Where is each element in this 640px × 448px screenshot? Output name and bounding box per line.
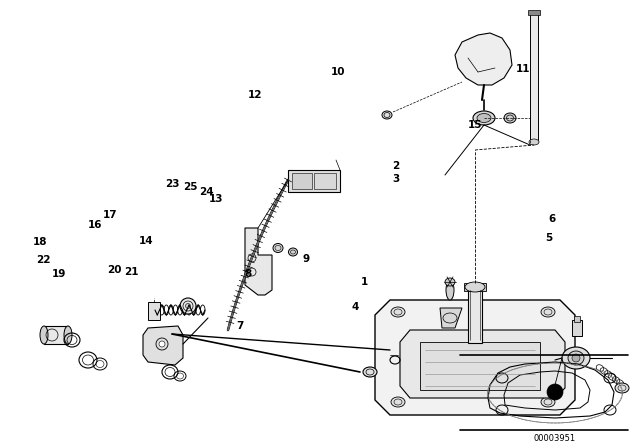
Text: 13: 13 [209,194,223,204]
Ellipse shape [615,383,629,393]
Ellipse shape [180,298,196,314]
Bar [572,320,582,336]
Ellipse shape [562,347,590,369]
Text: 23: 23 [166,179,180,189]
Polygon shape [165,330,172,338]
Polygon shape [375,300,575,415]
Circle shape [547,384,563,400]
Text: 7: 7 [236,321,244,331]
Bar [314,173,336,189]
Text: 19: 19 [52,269,66,279]
Ellipse shape [389,346,401,354]
Ellipse shape [40,326,48,344]
Text: 6: 6 [548,214,556,224]
Ellipse shape [477,113,491,122]
Text: 00003951: 00003951 [534,434,576,443]
Bar [292,173,312,189]
Ellipse shape [363,367,377,377]
Ellipse shape [541,307,555,317]
Ellipse shape [391,307,405,317]
Ellipse shape [504,113,516,123]
Text: 3: 3 [392,174,399,184]
Ellipse shape [541,397,555,407]
Text: 17: 17 [103,210,117,220]
Text: 12: 12 [248,90,262,100]
Ellipse shape [473,111,495,125]
Text: 15: 15 [468,120,482,129]
Bar [464,283,486,291]
Ellipse shape [273,244,283,253]
Polygon shape [455,33,512,85]
Text: 1: 1 [361,277,369,287]
Bar [44,326,68,344]
Text: 11: 11 [516,65,531,74]
Text: 25: 25 [184,182,198,192]
Bar [530,12,538,142]
Polygon shape [143,326,183,365]
Bar [468,288,482,343]
Text: 14: 14 [139,236,153,246]
Ellipse shape [465,282,485,292]
Text: 20: 20 [107,265,121,275]
Text: 8: 8 [244,269,252,279]
Polygon shape [400,330,565,398]
Circle shape [159,341,165,347]
Bar [420,342,540,390]
Ellipse shape [382,111,392,119]
Bar [574,316,580,322]
Ellipse shape [64,326,72,344]
Text: 21: 21 [124,267,138,277]
Text: 18: 18 [33,237,47,247]
Text: 10: 10 [331,67,345,77]
Ellipse shape [568,351,584,365]
Bar [148,302,160,320]
Bar [528,10,540,15]
Text: 16: 16 [88,220,102,230]
Ellipse shape [572,354,580,362]
Polygon shape [440,308,462,328]
Text: 24: 24 [199,187,213,197]
Polygon shape [245,228,272,295]
Text: 2: 2 [392,161,399,171]
Ellipse shape [529,139,539,145]
Text: 22: 22 [36,255,51,265]
Ellipse shape [289,248,298,256]
Text: 4: 4 [351,302,359,312]
Text: 5: 5 [545,233,553,243]
Ellipse shape [391,397,405,407]
Bar [288,170,340,192]
Ellipse shape [186,303,191,309]
Ellipse shape [445,278,455,286]
Ellipse shape [446,280,454,300]
Text: 9: 9 [302,254,310,264]
